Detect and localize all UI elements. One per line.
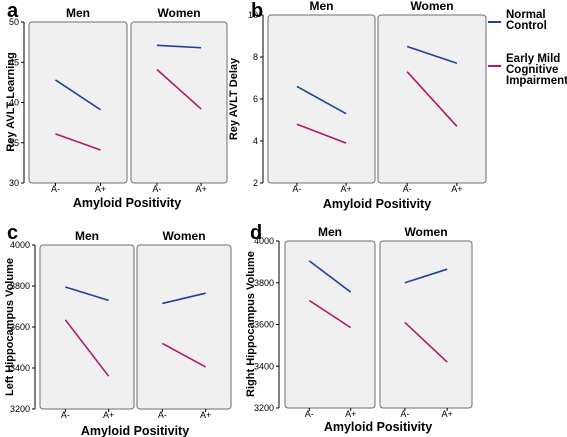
- panel-box: [28, 21, 128, 184]
- series-line-normal-control: [404, 268, 448, 284]
- series-line-normal-control: [55, 79, 101, 111]
- group-title-women: Women: [404, 225, 447, 239]
- group-title-men: Men: [75, 229, 99, 243]
- x-tick-label: A+: [195, 184, 206, 194]
- x-axis-title: Amyloid Positivity: [81, 424, 189, 437]
- y-tick-label: 3600: [254, 320, 274, 330]
- series-line-early-mci: [64, 319, 110, 377]
- y-tick-label: 4000: [254, 236, 274, 246]
- y-axis-title: Right Hippocampus Volume: [245, 251, 257, 397]
- y-tick-label: 45: [9, 57, 19, 67]
- legend-label: Normal: [506, 9, 546, 21]
- group-title-men: Men: [66, 6, 90, 20]
- chart-panel-c: c 3200 3400 3600 3800 4000 Left Hippocampus Vo…: [4, 222, 232, 437]
- x-axis-title: Amyloid Positivity: [73, 196, 181, 210]
- panel-label: d: [250, 222, 262, 244]
- y-tick-label: 50: [9, 17, 19, 27]
- x-tick-label: A-: [403, 184, 412, 194]
- x-tick-label: A+: [451, 184, 462, 194]
- legend-label: Impairment: [506, 75, 567, 87]
- y-tick-label: 10: [248, 10, 258, 20]
- x-axis-title: Amyloid Positivity: [324, 420, 432, 434]
- y-tick-label: 3200: [254, 403, 274, 413]
- y-tick-label: 6: [253, 94, 258, 104]
- y-tick-label: 40: [9, 98, 19, 108]
- panel-label: c: [7, 222, 18, 244]
- x-tick-label: A-: [61, 410, 70, 420]
- y-tick-label: 8: [253, 52, 258, 62]
- series-line-normal-control: [406, 45, 458, 65]
- series-line-early-mci: [161, 342, 207, 368]
- panel-box: [39, 244, 135, 410]
- series-line-normal-control: [65, 286, 109, 302]
- panel-box: [130, 21, 228, 184]
- y-tick-label: 3400: [254, 361, 274, 371]
- x-tick-label: A-: [158, 410, 167, 420]
- legend-label: Control: [506, 20, 547, 32]
- group-title-men: Men: [318, 225, 342, 239]
- x-tick-label: A-: [51, 184, 60, 194]
- panel-box: [267, 14, 376, 184]
- y-axis-title: Rey AVLT Delay: [228, 57, 240, 140]
- y-tick-label: 3800: [10, 281, 30, 291]
- panel-label: b: [251, 0, 263, 22]
- y-axis-title: Left Hippocampus Volume: [4, 258, 16, 396]
- x-tick-label: A+: [103, 410, 114, 420]
- series-line-early-mci: [55, 133, 101, 151]
- series-line-normal-control: [296, 85, 347, 115]
- x-tick-label: A-: [400, 409, 409, 419]
- x-tick-label: A-: [292, 184, 301, 194]
- y-axis-title: Rey AVLT Learning: [5, 52, 17, 151]
- y-tick-label: 4000: [10, 240, 30, 250]
- group-title-women: Women: [157, 6, 200, 20]
- chart-panel-d: d 3200 3400 3600 3800 4000 Right Hippocampus V…: [245, 222, 473, 434]
- series-line-normal-control: [162, 292, 206, 305]
- series-line-normal-control: [308, 260, 352, 293]
- y-tick-label: 3800: [254, 278, 274, 288]
- legend-label: Cognitive: [506, 64, 558, 76]
- series-line-early-mci: [296, 123, 347, 144]
- panel-box: [379, 240, 473, 409]
- x-tick-label: A-: [305, 409, 314, 419]
- group-title-women: Women: [410, 0, 453, 13]
- x-axis-title: Amyloid Positivity: [323, 197, 431, 211]
- legend-label: Early Mild: [506, 53, 560, 65]
- group-title-men: Men: [310, 0, 334, 13]
- chart-panel-b: b 2 4 6 8 10 Rey AVLT Delay Amyloid Positivity M…: [228, 0, 487, 211]
- group-title-women: Women: [162, 229, 205, 243]
- x-tick-label: A+: [442, 409, 453, 419]
- y-tick-label: 3400: [10, 363, 30, 373]
- series-line-early-mci: [404, 321, 448, 363]
- x-tick-label: A+: [200, 410, 211, 420]
- chart-panel-a: a 30 35 40 45 50 Rey AVLT Learning Amyloid Posi…: [5, 0, 228, 210]
- series-line-early-mci: [308, 299, 352, 329]
- panel-box: [284, 240, 376, 409]
- panel-box: [136, 244, 232, 410]
- y-tick-label: 3600: [10, 322, 30, 332]
- series-line-early-mci: [156, 68, 202, 110]
- x-tick-label: A+: [95, 184, 106, 194]
- y-tick-label: 35: [9, 138, 19, 148]
- x-tick-label: A-: [152, 184, 161, 194]
- series-line-early-mci: [406, 71, 458, 127]
- y-tick-label: 30: [9, 178, 19, 188]
- y-tick-label: 4: [253, 136, 258, 146]
- x-tick-label: A+: [345, 409, 356, 419]
- y-tick-label: 3200: [10, 404, 30, 414]
- panel-label: a: [7, 0, 19, 22]
- series-line-normal-control: [156, 44, 202, 49]
- x-tick-label: A+: [340, 184, 351, 194]
- y-tick-label: 2: [253, 178, 258, 188]
